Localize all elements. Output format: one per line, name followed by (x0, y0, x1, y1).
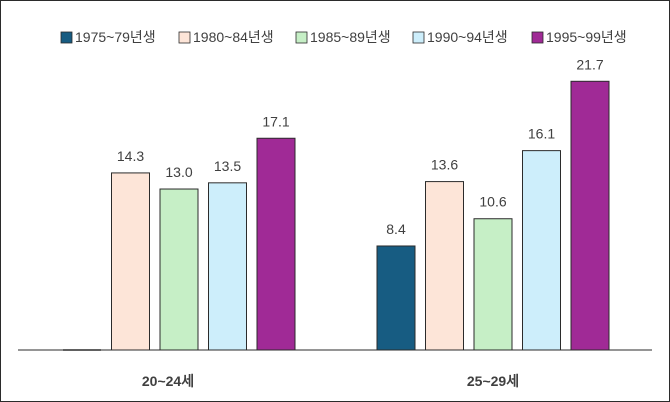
data-label: 13.5 (214, 158, 241, 174)
data-label: 21.7 (576, 56, 603, 72)
bar (208, 182, 247, 351)
bars (63, 80, 610, 351)
data-label: 16.1 (528, 126, 555, 142)
legend-swatch (295, 31, 308, 44)
legend-swatch (60, 31, 73, 44)
bar (159, 188, 199, 351)
legend-item: 1990~94년생 (412, 29, 508, 45)
legend-label: 1990~94년생 (427, 29, 508, 45)
bar (256, 137, 296, 351)
legend-label: 1980~84년생 (193, 29, 274, 45)
data-label: 17.1 (262, 113, 289, 129)
data-label: 8.4 (386, 221, 406, 237)
category-labels: 20~24세 25~29세 (142, 373, 519, 389)
bar (376, 245, 416, 351)
bar (425, 181, 464, 351)
legend-swatch (531, 31, 544, 44)
legend-item: 1975~79년생 (60, 29, 156, 45)
legend-swatch (178, 31, 191, 44)
legend-swatch (412, 31, 425, 44)
category-label: 25~29세 (467, 373, 519, 389)
legend-item: 1980~84년생 (178, 29, 274, 45)
legend: 1975~79년생 1980~84년생 1985~89년생 1990~94년생 1995… (60, 29, 627, 45)
legend-item: 1995~99년생 (531, 29, 627, 45)
bar (473, 218, 513, 351)
legend-label: 1975~79년생 (75, 29, 156, 45)
legend-item: 1985~89년생 (295, 29, 391, 45)
data-label: 13.6 (431, 157, 458, 173)
value-labels: 14.3 13.0 13.5 17.1 8.4 13.6 10.6 16.1 21.7 (117, 56, 604, 237)
bar (570, 80, 610, 351)
bar (522, 150, 561, 351)
legend-label: 1985~89년생 (310, 29, 391, 45)
legend-label: 1995~99년생 (546, 29, 627, 45)
data-label: 13.0 (165, 164, 192, 180)
bar (111, 172, 150, 351)
data-label: 10.6 (479, 194, 506, 210)
data-label: 14.3 (117, 148, 144, 164)
category-label: 20~24세 (142, 373, 194, 389)
